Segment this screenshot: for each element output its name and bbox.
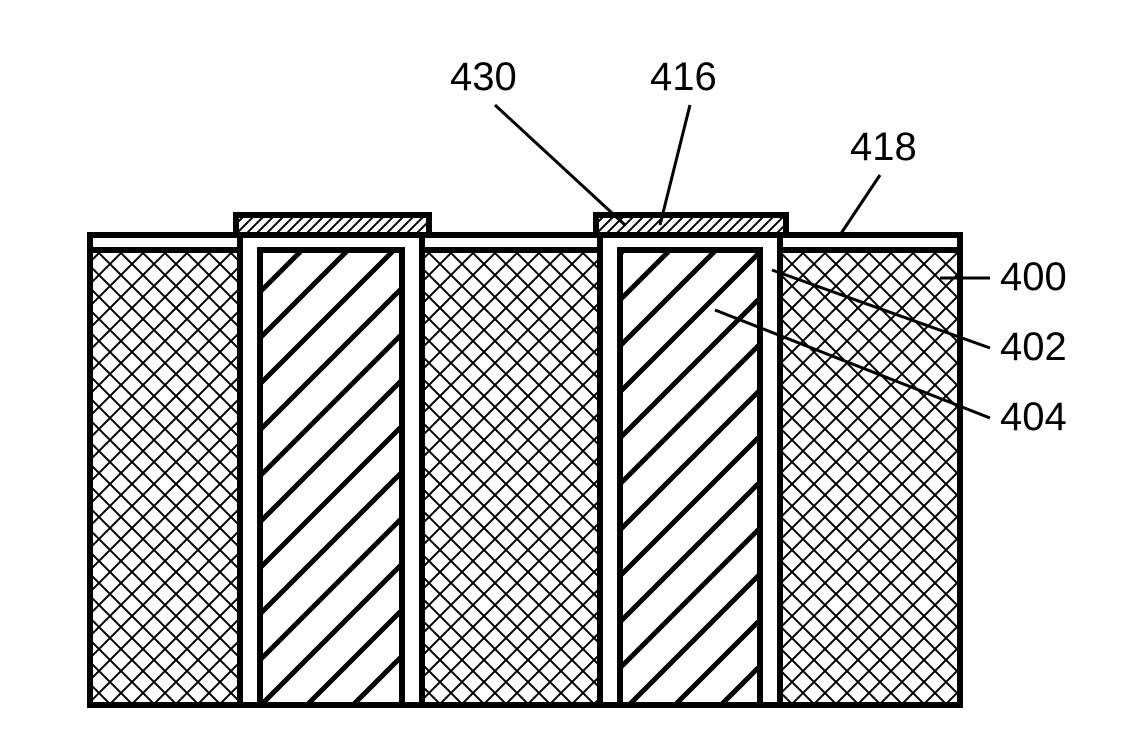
bulk-region-400 [90,250,960,705]
leader-416 [660,105,690,225]
cap-1-430 [236,215,429,235]
label-430: 430 [450,55,517,99]
leader-430 [495,105,625,225]
leader-418 [840,175,880,235]
liner-top-strip-418 [90,235,960,250]
label-404: 404 [1000,395,1067,439]
label-400: 400 [1000,255,1067,299]
label-418: 418 [850,125,917,169]
label-402: 402 [1000,325,1067,369]
trench-1-fill-404 [260,250,402,705]
label-416: 416 [650,55,717,99]
